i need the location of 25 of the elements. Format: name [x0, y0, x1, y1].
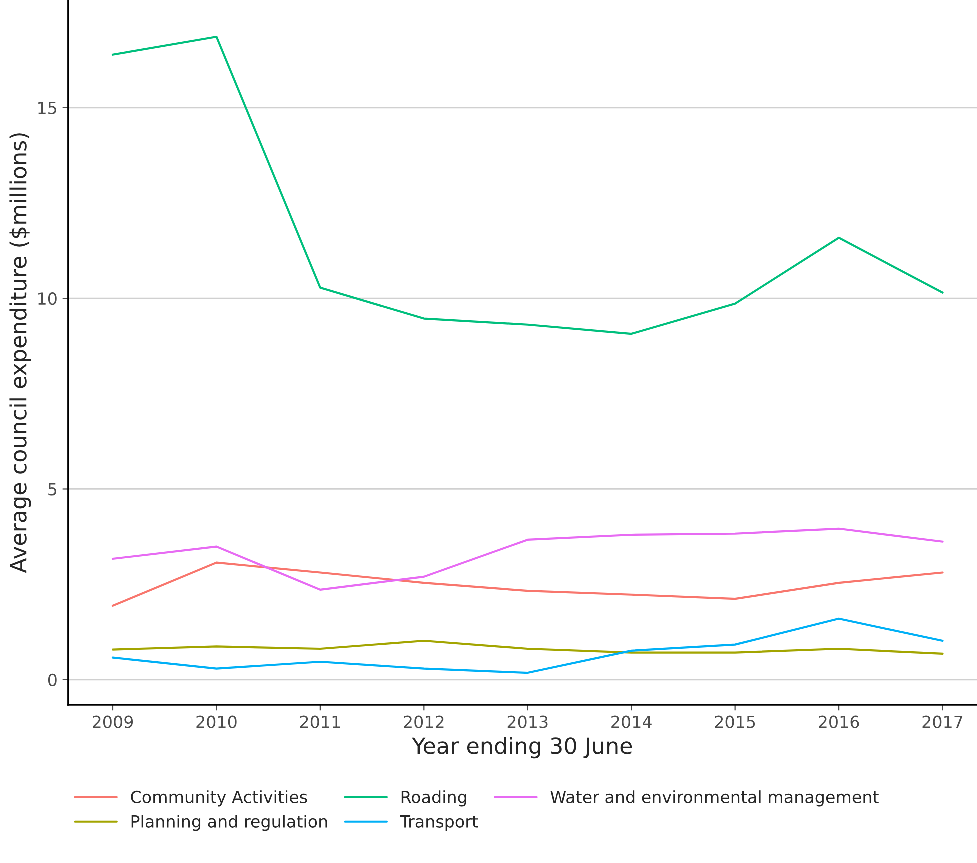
- y-tick-label: 10: [38, 292, 57, 306]
- x-tick-label: 2013: [508, 716, 548, 728]
- y-tick-label: 15: [38, 102, 57, 114]
- line-series: [112, 528, 944, 591]
- legend-label: Community Activities: [131, 790, 308, 807]
- x-tick-label: 2009: [93, 716, 134, 728]
- line-series: [112, 562, 944, 607]
- y-tick-label: 0: [48, 674, 57, 686]
- x-tick-label: 2014: [612, 716, 652, 728]
- y-axis-title: Average council expenditure ($millions): [10, 134, 32, 574]
- legend-label: Roading: [402, 790, 466, 807]
- line-series: [112, 36, 944, 336]
- x-axis-title: Year ending 30 June: [412, 737, 632, 759]
- legend-label: Water and environmental management: [550, 790, 879, 807]
- line-series: [112, 640, 944, 656]
- x-tick-label: 2015: [715, 716, 756, 728]
- x-tick-label: 2017: [922, 716, 963, 728]
- y-tick-label: 5: [48, 483, 57, 496]
- x-tick-label: 2012: [404, 716, 444, 728]
- x-tick-label: 2011: [300, 716, 340, 728]
- x-tick-label: 2016: [819, 716, 860, 728]
- legend-label: Planning and regulation: [132, 815, 328, 832]
- x-tick-label: 2010: [196, 716, 237, 728]
- line-series: [112, 618, 944, 674]
- legend-label: Transport: [400, 816, 478, 832]
